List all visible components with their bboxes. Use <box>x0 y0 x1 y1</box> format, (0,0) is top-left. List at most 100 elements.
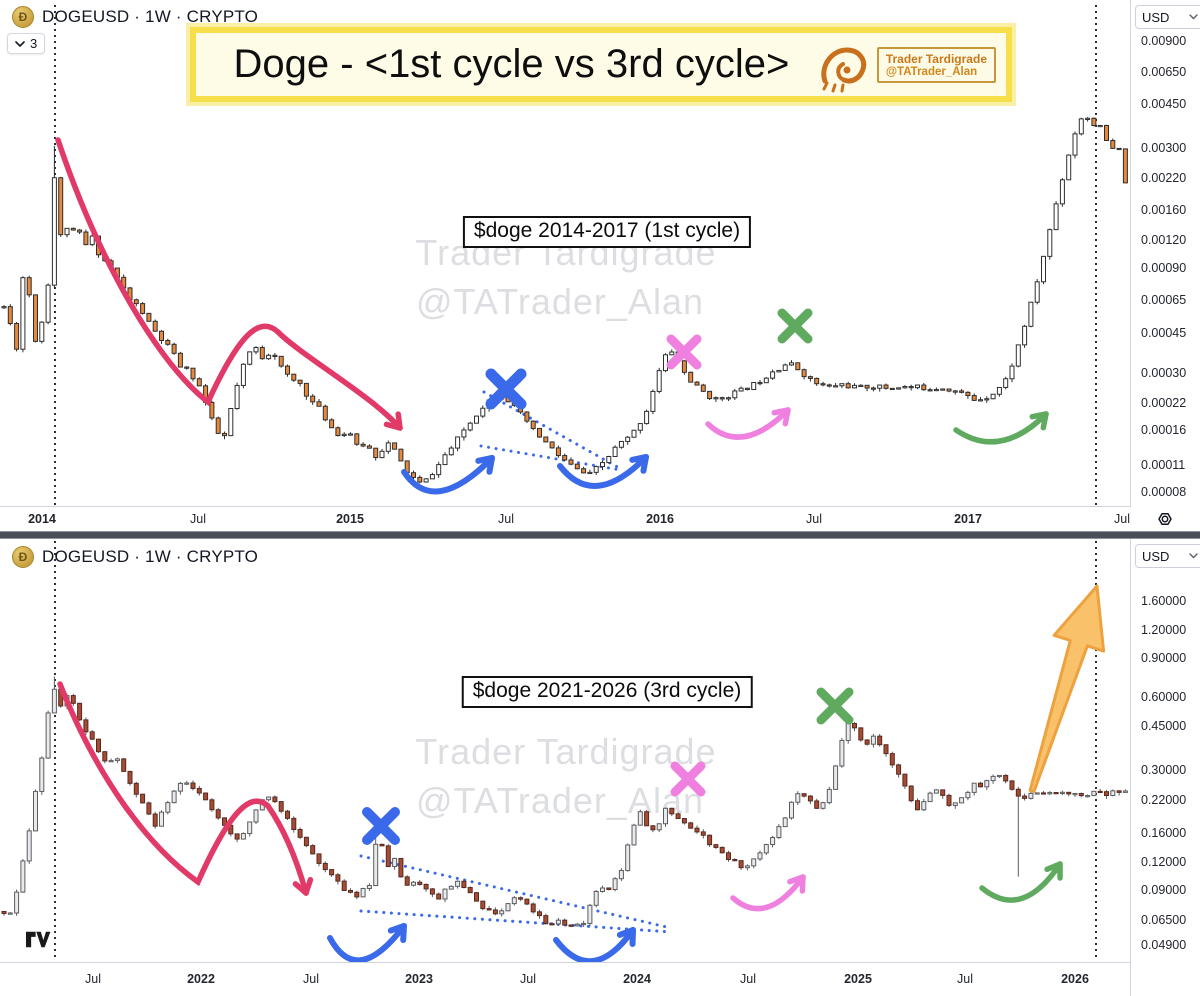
price-tick-label: 0.09000 <box>1141 883 1187 897</box>
blue-swoosh-arrow[interactable] <box>327 923 407 964</box>
candle-body <box>606 455 612 464</box>
price-tick-label: 0.00090 <box>1141 261 1187 275</box>
blue-swoosh-arrow[interactable] <box>553 927 636 965</box>
candle-body <box>637 811 643 826</box>
price-tick-label: 0.00016 <box>1141 423 1187 437</box>
candle-body <box>303 382 309 397</box>
candle-body <box>858 727 864 741</box>
candle-body <box>1085 795 1091 798</box>
pink-swoosh-arrow[interactable] <box>705 407 791 440</box>
time-tick-label: 2022 <box>187 972 215 986</box>
candle-body <box>524 898 530 905</box>
price-tick-label: 0.00045 <box>1141 326 1187 340</box>
pink-x-mark[interactable] <box>670 761 706 797</box>
watermark-line1: Trader Tardigrade <box>415 731 717 772</box>
candle-body <box>1041 792 1046 795</box>
dotted-trendline <box>359 909 673 934</box>
candle-body <box>870 735 876 745</box>
green-x-mark[interactable] <box>816 687 854 725</box>
candle-body <box>845 723 851 741</box>
trend-curve-arrow[interactable] <box>57 681 309 896</box>
blue-swoosh-arrowhead <box>629 454 649 463</box>
candle-body <box>291 373 297 381</box>
panel-separator[interactable] <box>0 531 1200 539</box>
axis-settings-button[interactable] <box>1130 507 1200 531</box>
pink-x-mark[interactable] <box>666 334 702 370</box>
candle-body <box>631 824 637 846</box>
chart-text-label-cycle1[interactable]: $doge 2014-2017 (1st cycle) <box>462 216 752 248</box>
green-swoosh-arrow[interactable] <box>953 411 1049 445</box>
candle-body <box>348 433 353 436</box>
time-tick-label: Jul <box>303 972 319 986</box>
blue-x-mark[interactable] <box>485 368 527 410</box>
candle-body <box>266 354 272 360</box>
time-axis-panel2[interactable]: Jul 2022 Jul 2023 Jul 2024 Jul 2025 Jul 2026 <box>0 962 1200 996</box>
candle-body <box>121 758 127 772</box>
candle-body <box>978 782 983 788</box>
candle-body <box>373 843 379 887</box>
candle-body <box>1028 792 1034 799</box>
time-tick-label: Jul <box>498 511 514 526</box>
price-tick-label: 0.00011 <box>1141 458 1186 472</box>
candle-body <box>492 909 498 915</box>
candle-body <box>984 780 990 788</box>
big-orange-projection-arrow[interactable] <box>1028 584 1106 794</box>
candle-body <box>102 751 108 762</box>
candle-body <box>1034 281 1040 303</box>
chart-text-label-cycle3[interactable]: $doge 2021-2026 (3rd cycle) <box>461 676 753 708</box>
candle-body <box>159 330 164 342</box>
candle-body <box>291 817 297 830</box>
blue-swoosh-arrow[interactable] <box>401 455 495 495</box>
price-axis[interactable]: USD USD 0.00900 0.00650 0.00450 0.00300 0.00… <box>1130 0 1200 996</box>
candle-body <box>763 377 769 384</box>
candle-body <box>26 277 32 296</box>
symbol-title: DOGEUSD · 1W · CRYPTO <box>42 7 259 26</box>
candle-body <box>423 883 429 890</box>
candle-body <box>1066 154 1072 181</box>
price-tick-label: 0.16000 <box>1141 826 1187 840</box>
candle-body <box>700 384 706 392</box>
candle-body <box>398 448 404 462</box>
candle-body <box>171 790 177 804</box>
candle-body <box>474 415 479 424</box>
chart-canvas[interactable] <box>0 0 1130 996</box>
candle-body <box>1122 148 1128 184</box>
green-swoosh-arrow[interactable] <box>979 861 1063 903</box>
candle-body <box>278 355 284 367</box>
title-banner: Doge - <1st cycle vs 3rd cycle> Trader T… <box>190 27 1012 102</box>
candle-body <box>971 782 977 793</box>
candle-body <box>366 445 372 449</box>
candle-body <box>215 417 221 434</box>
tardigrade-logo-icon <box>821 46 867 92</box>
candle-body <box>511 897 517 905</box>
candle-body <box>58 177 64 236</box>
trend-curve-arrow[interactable] <box>55 137 403 431</box>
blue-swoosh-arrow[interactable] <box>557 454 649 489</box>
candle-body <box>1072 793 1078 796</box>
time-axis-panel1[interactable]: 2014 Jul 2015 Jul 2016 Jul 2017 Jul <box>0 506 1200 532</box>
price-tick-label: 0.00900 <box>1141 34 1187 48</box>
currency-selector-panel1[interactable]: USD <box>1135 5 1200 29</box>
candle-body <box>429 474 435 480</box>
candle-body <box>845 383 851 389</box>
candle-body <box>505 903 511 912</box>
green-swoosh-arrowhead <box>1029 411 1049 420</box>
candle-body <box>562 919 568 926</box>
candle-body <box>984 398 990 401</box>
blue-x-mark[interactable] <box>362 807 400 845</box>
candle-body <box>555 447 561 457</box>
candle-body <box>656 370 662 392</box>
candle-body <box>83 719 89 733</box>
collapse-indicators-button[interactable]: 3 <box>7 33 46 54</box>
candle-body <box>694 827 700 833</box>
candle-body <box>726 397 731 400</box>
candle-body <box>140 303 146 314</box>
pink-swoosh-arrow[interactable] <box>730 874 806 912</box>
candle-body <box>719 397 725 400</box>
price-tick-label: 0.06500 <box>1141 913 1187 927</box>
candle-body <box>1110 790 1116 797</box>
candle-body <box>915 384 920 389</box>
candle-body <box>203 792 209 801</box>
green-x-mark[interactable] <box>777 308 813 344</box>
currency-selector-panel2[interactable]: USD <box>1135 544 1200 568</box>
